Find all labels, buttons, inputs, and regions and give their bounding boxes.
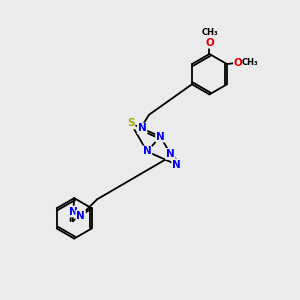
Text: O: O xyxy=(234,58,243,68)
Text: O: O xyxy=(205,38,214,48)
Text: CH₃: CH₃ xyxy=(201,28,218,38)
Text: N: N xyxy=(172,160,181,170)
Text: N: N xyxy=(69,206,78,217)
Text: N: N xyxy=(76,211,85,221)
Text: N: N xyxy=(156,132,165,142)
Text: CH₃: CH₃ xyxy=(241,58,258,67)
Text: N: N xyxy=(166,149,175,159)
Text: S: S xyxy=(127,118,135,128)
Text: N: N xyxy=(138,124,146,134)
Text: N: N xyxy=(143,146,152,157)
